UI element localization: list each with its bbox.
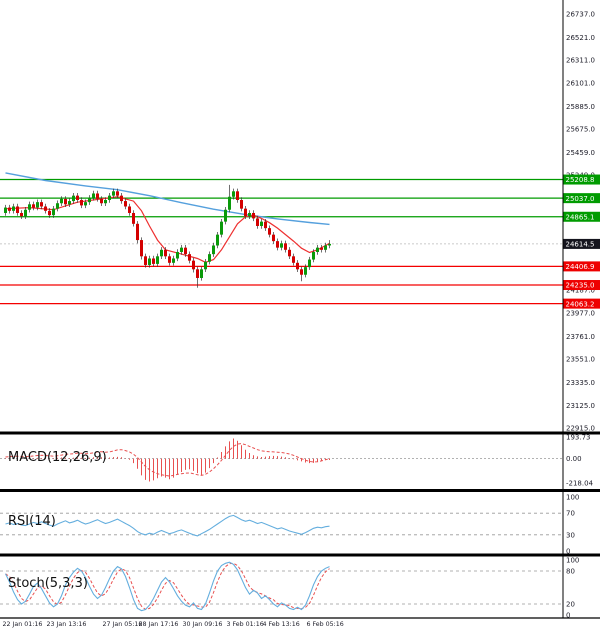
svg-text:22 Jan 01:16: 22 Jan 01:16 (3, 621, 43, 628)
svg-text:80: 80 (566, 568, 575, 576)
svg-text:23125.0: 23125.0 (566, 402, 595, 410)
svg-text:30: 30 (566, 531, 575, 539)
macd-label: MACD(12,26,9) (8, 450, 107, 465)
svg-text:24187.0: 24187.0 (566, 287, 595, 295)
svg-text:-218.04: -218.04 (566, 480, 594, 488)
svg-text:24406.9: 24406.9 (566, 263, 595, 271)
svg-text:23977.0: 23977.0 (566, 309, 595, 317)
svg-text:0: 0 (566, 548, 570, 556)
svg-text:26737.0: 26737.0 (566, 11, 595, 19)
svg-text:25037.0: 25037.0 (566, 195, 595, 203)
svg-text:23 Jan 13:16: 23 Jan 13:16 (47, 621, 87, 628)
svg-text:24865.1: 24865.1 (566, 213, 595, 221)
trendline-blue (5, 172, 330, 226)
rsi-panel: 100 70 30 0 (0, 494, 579, 556)
svg-text:22915.0: 22915.0 (566, 425, 595, 433)
stoch-label: Stoch(5,3,3) (8, 576, 88, 591)
svg-text:24063.2: 24063.2 (566, 300, 595, 308)
svg-text:25208.8: 25208.8 (566, 176, 595, 184)
svg-text:24614.5: 24614.5 (566, 241, 595, 249)
svg-text:193.73: 193.73 (566, 434, 591, 442)
stoch-panel: 100 80 20 0 (0, 557, 579, 620)
svg-text:25885.0: 25885.0 (566, 103, 595, 111)
svg-text:23335.0: 23335.0 (566, 379, 595, 387)
svg-text:20: 20 (566, 601, 575, 609)
svg-text:3 Feb 01:16: 3 Feb 01:16 (227, 621, 264, 628)
svg-text:6 Feb 05:16: 6 Feb 05:16 (307, 621, 344, 628)
overlay-lines (5, 172, 330, 263)
svg-text:24235.0: 24235.0 (566, 282, 595, 290)
rsi-label: RSI(14) (8, 514, 56, 529)
svg-text:0.00: 0.00 (566, 455, 582, 463)
svg-text:25675.0: 25675.0 (566, 126, 595, 134)
svg-text:25459.0: 25459.0 (566, 149, 595, 157)
svg-text:26101.0: 26101.0 (566, 79, 595, 87)
ma-red (5, 196, 330, 263)
svg-text:100: 100 (566, 557, 579, 565)
macd-panel: 193.73 0.00 -218.04 (0, 434, 594, 488)
svg-text:70: 70 (566, 510, 575, 518)
svg-text:28 Jan 17:16: 28 Jan 17:16 (139, 621, 179, 628)
svg-text:30 Jan 09:16: 30 Jan 09:16 (183, 621, 223, 628)
svg-text:26311.0: 26311.0 (566, 57, 595, 65)
svg-text:0: 0 (566, 612, 570, 620)
price-tags: 25208.8 25037.0 24865.1 24614.5 24406.9 24235… (563, 174, 600, 309)
svg-text:23551.0: 23551.0 (566, 356, 595, 364)
svg-text:26521.0: 26521.0 (566, 34, 595, 42)
svg-text:23761.0: 23761.0 (566, 333, 595, 341)
candles (4, 184, 331, 288)
svg-text:4 Feb 13:16: 4 Feb 13:16 (263, 621, 300, 628)
svg-text:100: 100 (566, 494, 579, 502)
svg-text:27 Jan 05:16: 27 Jan 05:16 (103, 621, 143, 628)
